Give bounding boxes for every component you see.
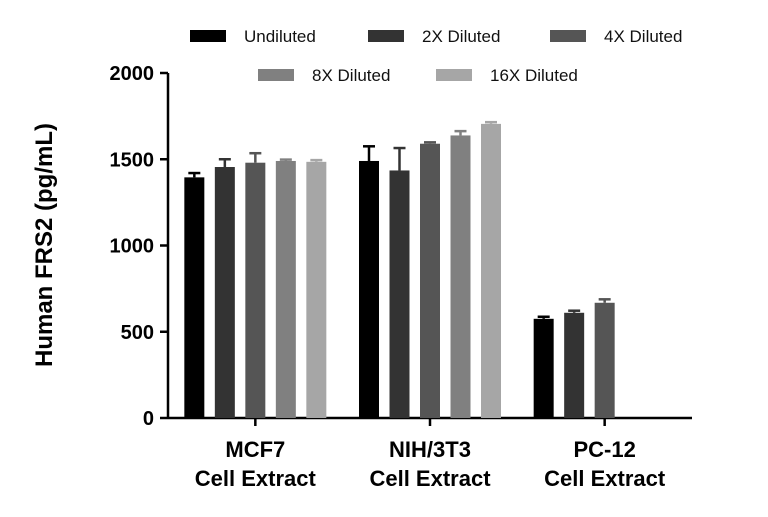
legend-label: 4X Diluted <box>604 27 682 46</box>
legend: Undiluted 2X Diluted 4X Diluted 8X Diluted 1… <box>190 27 682 85</box>
bar <box>275 160 296 418</box>
bar <box>420 143 440 418</box>
legend-swatch <box>190 30 226 42</box>
legend-label: Undiluted <box>244 27 316 46</box>
x-tick-label: Cell Extract <box>369 466 491 491</box>
legend-swatch <box>258 69 294 81</box>
bar <box>306 161 327 418</box>
bar <box>481 123 501 418</box>
bar <box>389 170 410 418</box>
bar <box>594 302 615 418</box>
bar <box>533 318 554 418</box>
bar <box>564 312 585 418</box>
y-tick-label: 1000 <box>110 236 155 258</box>
bar <box>214 167 235 418</box>
y-tick-label: 0 <box>143 408 154 430</box>
bar <box>450 135 471 418</box>
legend-label: 16X Diluted <box>490 66 578 85</box>
y-axis: 0 500 1000 1500 2000 <box>110 63 170 430</box>
error-bars <box>188 120 611 319</box>
y-tick-label: 2000 <box>110 63 155 85</box>
x-tick-label: PC-12 <box>573 437 635 462</box>
legend-swatch <box>436 69 472 81</box>
legend-label: 8X Diluted <box>312 66 390 85</box>
bar <box>359 160 379 418</box>
y-tick-label: 1500 <box>110 149 155 171</box>
x-tick-label: Cell Extract <box>195 466 317 491</box>
x-axis: MCF7 Cell Extract NIH/3T3 Cell Extract PC-12… <box>168 416 692 491</box>
bar <box>184 177 205 418</box>
y-axis-title: Human FRS2 (pg/mL) <box>31 123 58 367</box>
bars <box>184 123 615 418</box>
y-tick-label: 500 <box>121 322 154 344</box>
x-tick-label: NIH/3T3 <box>389 437 471 462</box>
x-tick-label: MCF7 <box>225 437 285 462</box>
bar <box>245 162 266 418</box>
legend-swatch <box>368 30 404 42</box>
x-tick-label: Cell Extract <box>544 466 666 491</box>
legend-swatch <box>550 30 586 42</box>
legend-label: 2X Diluted <box>422 27 500 46</box>
